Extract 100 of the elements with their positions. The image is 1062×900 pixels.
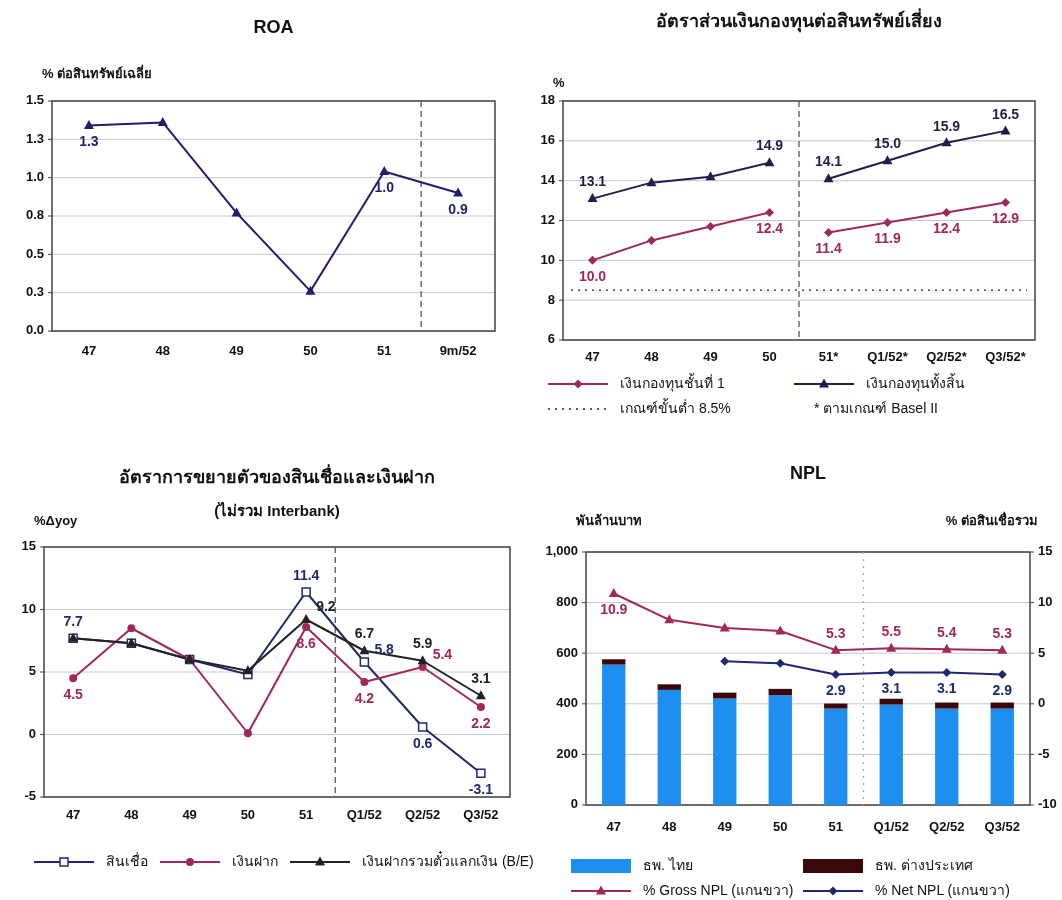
x-tick-label: 48 bbox=[662, 819, 677, 835]
data-label: 2.9 bbox=[992, 682, 1013, 699]
data-label: 16.5 bbox=[991, 105, 1020, 122]
data-label: 11.4 bbox=[815, 240, 842, 257]
x-tick-label: 50 bbox=[240, 807, 256, 823]
data-label: 15.9 bbox=[932, 117, 961, 134]
data-label: 5.9 bbox=[412, 635, 433, 652]
chart-title: อัตราส่วนเงินกองทุนต่อสินทรัพย์เสี่ยง bbox=[656, 7, 942, 33]
y-tick-label: 1.5 bbox=[25, 92, 44, 108]
y2-tick-label: -10 bbox=[1038, 796, 1057, 812]
y-tick-label: 5 bbox=[28, 663, 36, 679]
chart-title: NPL bbox=[790, 462, 826, 483]
x-tick-label: Q2/52* bbox=[926, 349, 968, 365]
y2-tick-label: 5 bbox=[1038, 644, 1046, 660]
y-tick-label: 0 bbox=[28, 725, 36, 741]
legend-label: % Gross NPL (แกนขวา) bbox=[643, 881, 794, 898]
data-label: 5.4 bbox=[432, 645, 453, 662]
legend-label: เกณฑ์ขั้นต่ำ 8.5% bbox=[620, 397, 731, 416]
x-tick-label: 51 bbox=[298, 807, 314, 823]
x-tick-label: Q2/52 bbox=[929, 819, 965, 835]
data-label: 14.9 bbox=[755, 137, 784, 154]
data-label: 15.0 bbox=[873, 135, 902, 152]
y-tick-label: 10 bbox=[21, 600, 36, 616]
data-label: -3.1 bbox=[468, 780, 494, 797]
y2-tick-label: 10 bbox=[1038, 594, 1053, 610]
chart-title: ROA bbox=[253, 16, 294, 37]
data-label: 8.6 bbox=[296, 634, 317, 651]
x-tick-label: 50 bbox=[773, 819, 788, 835]
data-label: 2.9 bbox=[826, 682, 846, 699]
x-tick-label: Q3/52 bbox=[463, 807, 499, 823]
chart-subtitle: (ไม่รวม Interbank) bbox=[214, 500, 340, 519]
y-tick-label: 18 bbox=[540, 92, 555, 108]
data-label: 11.4 bbox=[292, 566, 320, 583]
data-label: 5.3 bbox=[992, 624, 1013, 641]
x-tick-label: 48 bbox=[155, 343, 170, 359]
data-label: 1.3 bbox=[79, 133, 99, 150]
x-tick-label: Q2/52 bbox=[404, 807, 441, 823]
x-tick-label: 47 bbox=[65, 807, 81, 823]
y-tick-label: 1.3 bbox=[25, 130, 44, 146]
y-tick-label: 400 bbox=[556, 695, 578, 711]
y-tick-label: 14 bbox=[540, 172, 556, 188]
y-axis-title: % bbox=[553, 75, 565, 91]
x-tick-label: Q3/52* bbox=[985, 349, 1027, 365]
legend-label: เงินฝาก bbox=[232, 852, 278, 869]
y-tick-label: 8 bbox=[547, 291, 555, 307]
y-tick-label: 0.0 bbox=[25, 322, 44, 338]
data-label: 2.2 bbox=[471, 714, 491, 731]
data-label: 6.7 bbox=[354, 625, 375, 642]
x-tick-label: 51* bbox=[818, 349, 840, 365]
x-tick-label: 50 bbox=[303, 343, 318, 359]
y-axis-title: %Δyoy bbox=[34, 513, 79, 529]
y-tick-label: 1.0 bbox=[25, 169, 44, 185]
data-label: 10.0 bbox=[578, 268, 607, 285]
legend-label: ธพ. ต่างประเทศ bbox=[875, 856, 973, 873]
x-tick-label: 48 bbox=[644, 349, 659, 365]
x-tick-label: 49 bbox=[229, 343, 244, 359]
data-label: 4.2 bbox=[354, 689, 375, 706]
data-label: 12.9 bbox=[991, 210, 1020, 227]
y-tick-label: 1,000 bbox=[545, 543, 578, 559]
legend-label: เงินกองทุนทั้งสิ้น bbox=[866, 372, 965, 392]
data-label: 11.9 bbox=[874, 230, 901, 247]
y-tick-label: 0 bbox=[570, 796, 578, 812]
x-tick-label: 47 bbox=[606, 819, 621, 835]
y-tick-label: 800 bbox=[556, 594, 578, 610]
legend-label: เงินฝากรวมตั๋วแลกเงิน (B/E) bbox=[362, 850, 534, 869]
y2-tick-label: -5 bbox=[1038, 745, 1050, 761]
x-tick-label: 49 bbox=[703, 349, 718, 365]
legend-label: สินเชื่อ bbox=[106, 851, 148, 869]
legend-label: % Net NPL (แกนขวา) bbox=[875, 881, 1010, 898]
y-tick-label: 0.3 bbox=[25, 284, 44, 300]
x-tick-label: 51 bbox=[377, 343, 392, 359]
x-tick-label: 9m/52 bbox=[439, 343, 477, 359]
data-label: 3.1 bbox=[937, 680, 957, 697]
data-label: 5.5 bbox=[881, 622, 902, 639]
data-label: 10.9 bbox=[600, 601, 628, 618]
data-label: 0.9 bbox=[448, 200, 469, 217]
x-tick-label: 51 bbox=[828, 819, 843, 835]
y-axis-title: พันล้านบาท bbox=[576, 513, 642, 529]
data-label: 3.1 bbox=[881, 680, 902, 697]
y-tick-label: 15 bbox=[21, 538, 36, 554]
x-tick-label: Q1/52 bbox=[873, 819, 909, 835]
y-tick-label: -5 bbox=[24, 788, 36, 804]
data-label: 0.6 bbox=[412, 734, 433, 751]
data-label: 5.3 bbox=[826, 624, 846, 641]
y-tick-label: 0.5 bbox=[25, 245, 44, 261]
data-label: 5.8 bbox=[374, 640, 395, 657]
x-tick-label: Q1/52* bbox=[867, 349, 909, 365]
chart-title: อัตราการขยายตัวของสินเชื่อและเงินฝาก bbox=[119, 463, 435, 487]
y2-axis-title: % ต่อสินเชื่อรวม bbox=[945, 511, 1038, 529]
data-label: 3.1 bbox=[471, 670, 491, 687]
data-label: 12.4 bbox=[932, 220, 961, 237]
data-label: 14.1 bbox=[814, 153, 843, 170]
data-label: 5.4 bbox=[937, 623, 957, 640]
y-axis-title: % ต่อสินทรัพย์เฉลี่ย bbox=[42, 64, 153, 82]
x-tick-label: 47 bbox=[585, 349, 600, 365]
x-tick-label: Q3/52 bbox=[984, 819, 1020, 835]
y-tick-label: 600 bbox=[556, 644, 578, 660]
y-tick-label: 12 bbox=[540, 211, 555, 227]
y2-tick-label: 15 bbox=[1038, 543, 1053, 559]
x-tick-label: Q1/52 bbox=[346, 807, 383, 823]
